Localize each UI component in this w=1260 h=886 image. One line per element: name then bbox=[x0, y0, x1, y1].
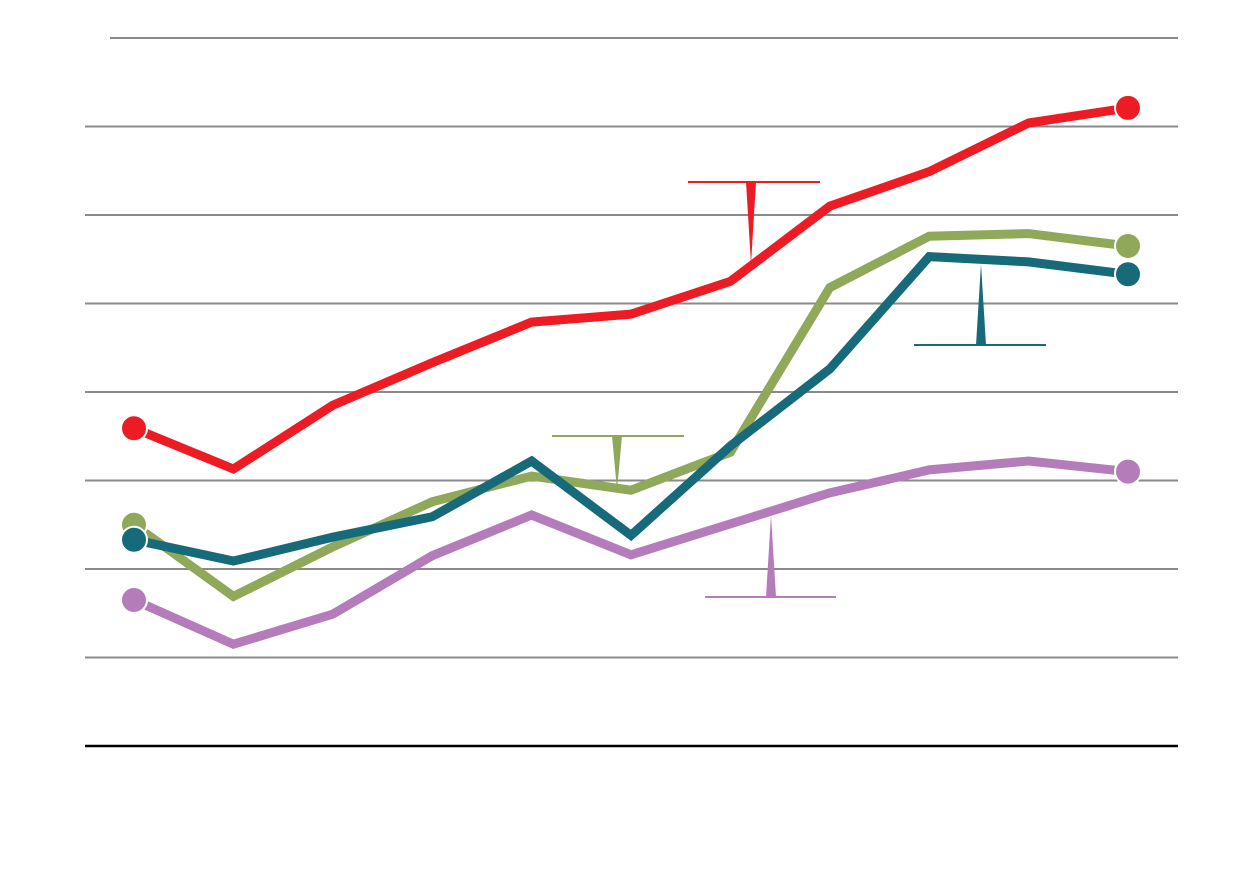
end-marker bbox=[120, 525, 148, 554]
lines bbox=[120, 93, 1142, 650]
grid bbox=[85, 37, 1178, 659]
series-line bbox=[132, 456, 1129, 650]
series-line bbox=[133, 251, 1129, 566]
end-marker bbox=[1114, 93, 1142, 122]
callout-pointer bbox=[766, 515, 776, 597]
end-marker bbox=[1114, 260, 1142, 289]
end-marker bbox=[120, 414, 148, 443]
callout-pointer bbox=[976, 264, 986, 345]
end-marker bbox=[1114, 457, 1142, 486]
callouts bbox=[552, 181, 1046, 598]
series-line bbox=[132, 103, 1129, 475]
series-line bbox=[131, 229, 1129, 602]
callout-pointer bbox=[746, 182, 756, 264]
end-marker bbox=[120, 585, 148, 614]
callout-pointer bbox=[612, 436, 622, 490]
end-marker bbox=[1114, 231, 1142, 260]
